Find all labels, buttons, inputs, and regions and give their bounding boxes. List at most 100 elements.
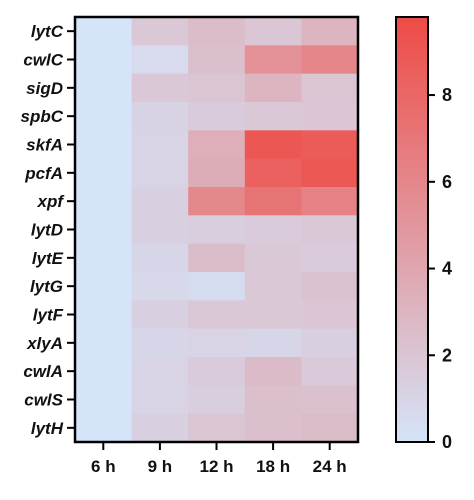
colorbar-tick-label: 0: [442, 432, 452, 452]
heatmap-cell: [188, 243, 246, 273]
column-label: 12 h: [199, 457, 233, 476]
row-label: pcfA: [24, 164, 63, 183]
heatmap-cell: [131, 102, 189, 131]
heatmap-cell: [131, 215, 189, 245]
heatmap-cell: [244, 158, 302, 188]
heatmap-cell: [75, 328, 133, 358]
heatmap-cell: [244, 272, 302, 301]
row-label: cwlS: [24, 391, 63, 410]
heatmap-cell: [188, 413, 246, 443]
row-label: cwlC: [23, 51, 63, 70]
heatmap-cell: [131, 413, 189, 443]
heatmap-cell: [244, 357, 302, 386]
row-labels: lytC cwlC sigD spbC skfA pcfA xpf lytD lytE lytG l…: [21, 22, 75, 438]
heatmap-cell: [188, 272, 246, 301]
row-label: sigD: [26, 79, 63, 98]
heatmap-cell: [188, 158, 246, 188]
heatmap-cell: [75, 158, 133, 188]
row-label: lytD: [31, 221, 63, 240]
heatmap-cell: [188, 328, 246, 358]
row-label: spbC: [21, 107, 64, 126]
column-labels: 6 h 9 h 12 h 18 h 24 h: [91, 442, 347, 476]
heatmap-cell: [188, 102, 246, 131]
heatmap-cell: [75, 102, 133, 131]
heatmap-cell: [131, 357, 189, 386]
heatmap-cell: [188, 187, 246, 216]
heatmap-cell: [301, 158, 359, 188]
heatmap-cells: [75, 17, 359, 443]
row-label: lytH: [31, 419, 64, 438]
heatmap-cell: [301, 385, 359, 415]
heatmap-cell: [301, 130, 359, 160]
heatmap-cell: [188, 215, 246, 245]
heatmap-cell: [188, 17, 246, 46]
heatmap-cell: [188, 130, 246, 160]
row-label: skfA: [26, 136, 63, 155]
colorbar: 0 2 4 6 8: [395, 16, 452, 452]
heatmap-cell: [75, 243, 133, 273]
row-label: lytE: [32, 249, 64, 268]
heatmap-cell: [301, 215, 359, 245]
heatmap-cell: [301, 357, 359, 386]
heatmap-cell: [301, 45, 359, 75]
heatmap-cell: [75, 187, 133, 216]
heatmap-cell: [244, 413, 302, 443]
heatmap-cell: [188, 45, 246, 75]
heatmap-cell: [75, 413, 133, 443]
heatmap-cell: [75, 45, 133, 75]
heatmap-cell: [244, 300, 302, 330]
heatmap-cell: [301, 328, 359, 358]
heatmap-cell: [244, 328, 302, 358]
heatmap-cell: [75, 272, 133, 301]
heatmap-cell: [188, 357, 246, 386]
row-label: cwlA: [23, 362, 63, 381]
heatmap-cell: [75, 17, 133, 46]
colorbar-tick-label: 2: [442, 345, 452, 365]
heatmap-cell: [301, 413, 359, 443]
heatmap-cell: [131, 45, 189, 75]
heatmap-cell: [131, 300, 189, 330]
heatmap-cell: [301, 187, 359, 216]
heatmap-cell: [188, 300, 246, 330]
heatmap-cell: [244, 17, 302, 46]
heatmap-cell: [301, 300, 359, 330]
heatmap-cell: [244, 243, 302, 273]
heatmap-cell: [244, 215, 302, 245]
row-label: lytF: [33, 306, 64, 325]
column-label: 9 h: [148, 457, 173, 476]
heatmap-cell: [131, 17, 189, 46]
heatmap-cell: [301, 243, 359, 273]
heatmap-cell: [131, 272, 189, 301]
colorbar-tick-label: 4: [442, 259, 452, 279]
heatmap-cell: [131, 73, 189, 103]
heatmap-cell: [75, 73, 133, 103]
heatmap-cell: [75, 300, 133, 330]
heatmap-cell: [244, 45, 302, 75]
heatmap-cell: [75, 357, 133, 386]
heatmap-cell: [301, 272, 359, 301]
row-label: xlyA: [26, 334, 63, 353]
heatmap-cell: [131, 243, 189, 273]
heatmap-cell: [75, 130, 133, 160]
heatmap-cell: [75, 215, 133, 245]
heatmap-cell: [301, 73, 359, 103]
heatmap-cell: [244, 102, 302, 131]
heatmap-cell: [131, 187, 189, 216]
heatmap-cell: [188, 385, 246, 415]
heatmap-cell: [131, 385, 189, 415]
column-label: 24 h: [313, 457, 347, 476]
colorbar-tick-label: 6: [442, 172, 452, 192]
row-label: lytC: [31, 22, 64, 41]
heatmap-cell: [188, 73, 246, 103]
row-label: lytG: [30, 277, 63, 296]
row-label: xpf: [37, 192, 66, 211]
heatmap-cell: [131, 328, 189, 358]
heatmap-cell: [244, 187, 302, 216]
heatmap-cell: [131, 158, 189, 188]
heatmap-cell: [301, 102, 359, 131]
heatmap-cell: [75, 385, 133, 415]
heatmap-cell: [244, 385, 302, 415]
column-label: 6 h: [91, 457, 116, 476]
colorbar-gradient: [395, 16, 429, 443]
